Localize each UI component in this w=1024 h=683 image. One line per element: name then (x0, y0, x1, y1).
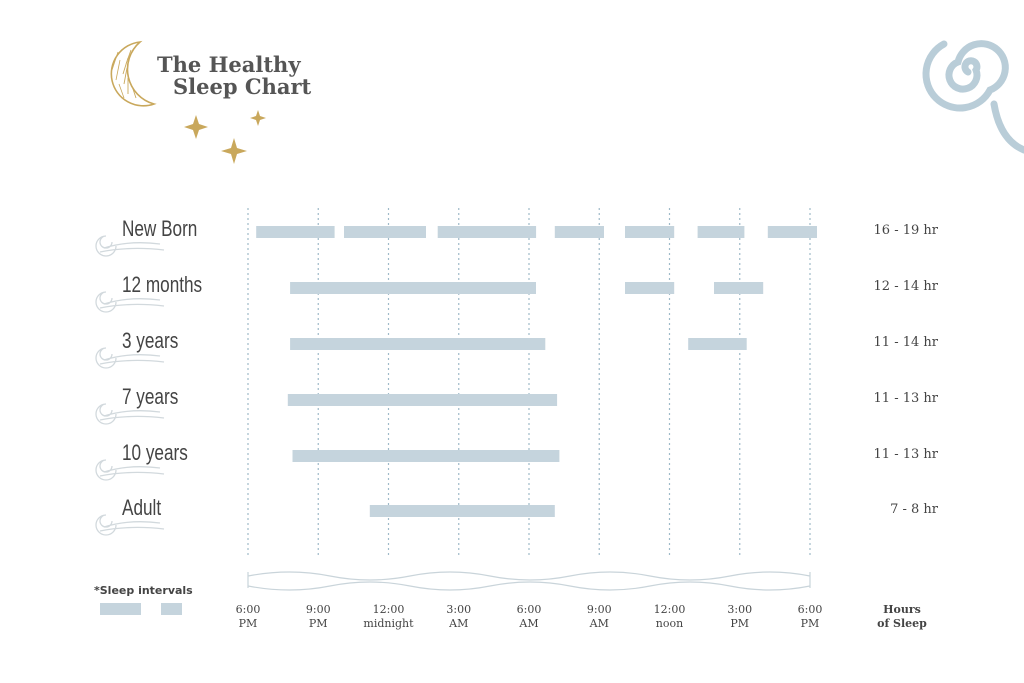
sleep-bar-row1-0 (290, 282, 536, 294)
sleep-bar-row0-5 (697, 226, 745, 238)
row-wave-decorations (95, 235, 165, 536)
sleep-bar-row0-0 (256, 226, 335, 238)
sleep-bar-row2-0 (290, 338, 546, 350)
x-tick-label-3: 3:00 AM (446, 603, 472, 630)
x-tick-label-8: 6:00 PM (797, 603, 823, 630)
sleep-bar-row0-1 (344, 226, 426, 238)
row-label-3: 7 years (122, 384, 179, 409)
hours-value-0: 16 - 19 hr (873, 223, 938, 238)
row-wave-icon-4 (95, 459, 165, 481)
wave-icon (247, 571, 811, 591)
hours-of-sleep-header: Hours of Sleep (862, 603, 942, 631)
row-wave-icon-5 (95, 514, 165, 536)
x-tick-label-0: 6:00 PM (235, 603, 261, 630)
sleep-bar-row0-3 (554, 226, 604, 238)
hours-header-line2: of Sleep (877, 617, 927, 630)
row-wave-icon-3 (95, 403, 165, 425)
row-label-2: 3 years (122, 328, 179, 353)
x-tick-label-2: 12:00 midnight (363, 603, 414, 630)
x-tick-label-7: 3:00 PM (727, 603, 753, 630)
row-label-5: Adult (122, 495, 162, 520)
chart-title-line2: Sleep Chart (173, 74, 312, 99)
hours-value-3: 11 - 13 hr (873, 391, 938, 406)
swirl-icon (922, 40, 1024, 154)
sleep-bars (256, 226, 817, 517)
sleep-bar-row0-4 (625, 226, 675, 238)
star-icon (184, 110, 266, 164)
row-label-1: 12 months (122, 272, 203, 297)
row-wave-icon-2 (95, 347, 165, 369)
legend-swatch-long (100, 603, 141, 615)
x-tick-label-1: 9:00 PM (305, 603, 331, 630)
hours-value-5: 7 - 8 hr (890, 502, 938, 517)
row-label-4: 10 years (122, 440, 188, 465)
row-label-0: New Born (122, 216, 198, 241)
hours-header-line1: Hours (883, 603, 921, 616)
gridlines (247, 208, 811, 558)
hours-value-4: 11 - 13 hr (873, 447, 938, 462)
legend-swatch-short (161, 603, 182, 615)
row-wave-icon-1 (95, 291, 165, 313)
sleep-bar-row1-1 (625, 282, 675, 294)
sleep-bar-row0-2 (437, 226, 537, 238)
hours-value-1: 12 - 14 hr (873, 279, 938, 294)
hours-value-2: 11 - 14 hr (873, 335, 938, 350)
sleep-bar-row3-0 (287, 394, 558, 406)
legend-title: *Sleep intervals (94, 584, 193, 597)
x-tick-label-6: 12:00 noon (653, 603, 686, 630)
sleep-bar-row0-6 (767, 226, 817, 238)
sleep-bar-row5-0 (369, 505, 555, 517)
chart-title-line1: The Healthy (157, 52, 301, 77)
moon-icon (110, 40, 157, 107)
sleep-bar-row2-1 (688, 338, 747, 350)
row-wave-icon-0 (95, 235, 165, 257)
x-tick-label-5: 9:00 AM (586, 603, 612, 630)
x-tick-label-4: 6:00 AM (516, 603, 542, 630)
sleep-bar-row4-0 (292, 450, 560, 462)
sleep-bar-row1-2 (714, 282, 764, 294)
